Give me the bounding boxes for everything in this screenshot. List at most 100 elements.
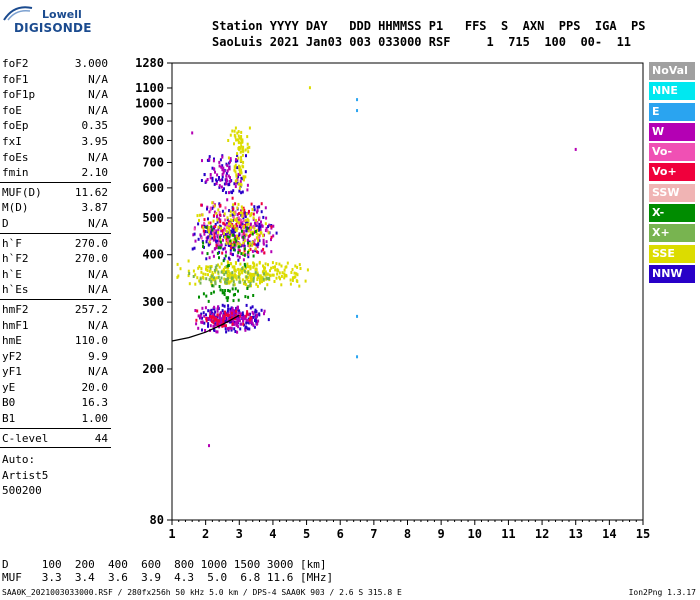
echo-point	[246, 223, 248, 227]
echo-point	[242, 219, 245, 223]
echo-point	[248, 249, 251, 252]
echo-point	[208, 210, 211, 214]
echo-point	[234, 185, 237, 188]
echo-point	[239, 223, 242, 227]
echo-point	[253, 242, 256, 246]
echo-point	[237, 248, 240, 252]
echo-point	[243, 269, 246, 273]
echo-point	[237, 271, 240, 275]
echo-point	[227, 231, 230, 235]
echo-point	[213, 210, 216, 214]
echo-point	[211, 277, 214, 281]
echo-point	[238, 249, 241, 253]
param-name: D	[2, 216, 9, 230]
echo-point	[356, 355, 359, 359]
echo-point	[242, 160, 245, 164]
echo-point	[203, 314, 206, 318]
echo-point	[229, 158, 232, 162]
echo-point	[255, 267, 258, 271]
echo-point	[246, 226, 249, 230]
echo-point	[227, 256, 230, 260]
echo-point	[206, 230, 209, 234]
echo-point	[207, 217, 209, 221]
echo-point	[226, 198, 229, 202]
echo-point	[226, 164, 229, 168]
echo-point	[235, 309, 238, 313]
echo-point	[252, 276, 255, 280]
echo-point	[213, 204, 216, 208]
echo-point	[258, 239, 261, 243]
echo-point	[247, 250, 250, 254]
echo-point	[240, 141, 242, 145]
echo-point	[236, 166, 239, 170]
echo-point	[234, 170, 237, 174]
echo-point	[234, 230, 237, 234]
echo-point	[251, 273, 254, 276]
echo-point	[241, 311, 244, 315]
echo-point	[223, 257, 226, 261]
echo-point	[250, 243, 252, 247]
echo-point	[253, 226, 256, 230]
echo-point	[207, 324, 209, 328]
param-value: 3.95	[81, 134, 109, 148]
echo-point	[205, 257, 208, 261]
echo-point	[208, 317, 211, 321]
param-name: foEs	[2, 150, 29, 164]
echo-point	[245, 318, 248, 322]
param-value: 16.3	[81, 396, 109, 410]
echo-point	[270, 238, 272, 242]
echo-point	[241, 211, 244, 215]
echo-point	[289, 282, 292, 286]
echo-point	[224, 280, 226, 284]
echo-point	[279, 277, 281, 281]
echo-point	[240, 322, 242, 326]
echo-point	[247, 265, 249, 269]
echo-point	[232, 311, 235, 315]
echo-point	[201, 306, 204, 310]
echo-point	[298, 284, 301, 288]
echo-point	[212, 284, 215, 288]
param-name: fmin	[2, 166, 29, 180]
echo-point	[233, 182, 236, 186]
echo-point	[177, 274, 180, 278]
echo-point	[235, 222, 238, 226]
echo-point	[221, 229, 224, 233]
x-tick-label: 4	[269, 527, 276, 541]
echo-point	[247, 318, 250, 322]
echo-point	[299, 267, 302, 270]
echo-point	[222, 267, 225, 271]
echo-point	[223, 272, 226, 276]
echo-point	[213, 167, 215, 171]
echo-point	[225, 330, 228, 334]
echo-point	[237, 267, 240, 271]
param-name: yF1	[2, 365, 22, 379]
param-row: foEp 0.35	[0, 118, 111, 134]
echo-point	[220, 311, 222, 315]
echo-point	[284, 265, 287, 269]
echo-point	[258, 278, 261, 282]
echo-point	[275, 231, 278, 235]
param-name: B1	[2, 412, 16, 426]
echo-point	[249, 284, 251, 288]
echo-point	[238, 255, 241, 259]
echo-point	[242, 165, 245, 169]
echo-point	[245, 266, 247, 270]
echo-point	[225, 177, 228, 181]
param-separator	[0, 427, 111, 429]
echo-point	[221, 316, 224, 320]
echo-point	[298, 263, 301, 267]
echo-point	[289, 278, 292, 282]
y-tick-label: 900	[142, 114, 164, 128]
echo-point	[206, 236, 209, 240]
echo-point	[236, 154, 239, 157]
echo-point	[262, 269, 265, 273]
param-value: 270.0	[74, 252, 108, 266]
echo-point	[217, 270, 220, 274]
echo-point	[255, 263, 258, 267]
echo-point	[206, 252, 209, 256]
echo-point	[216, 214, 219, 217]
legend-item: Vo+	[649, 163, 695, 182]
param-row: h`E N/A	[0, 267, 111, 283]
echo-point	[232, 299, 235, 303]
echo-point	[226, 314, 229, 317]
